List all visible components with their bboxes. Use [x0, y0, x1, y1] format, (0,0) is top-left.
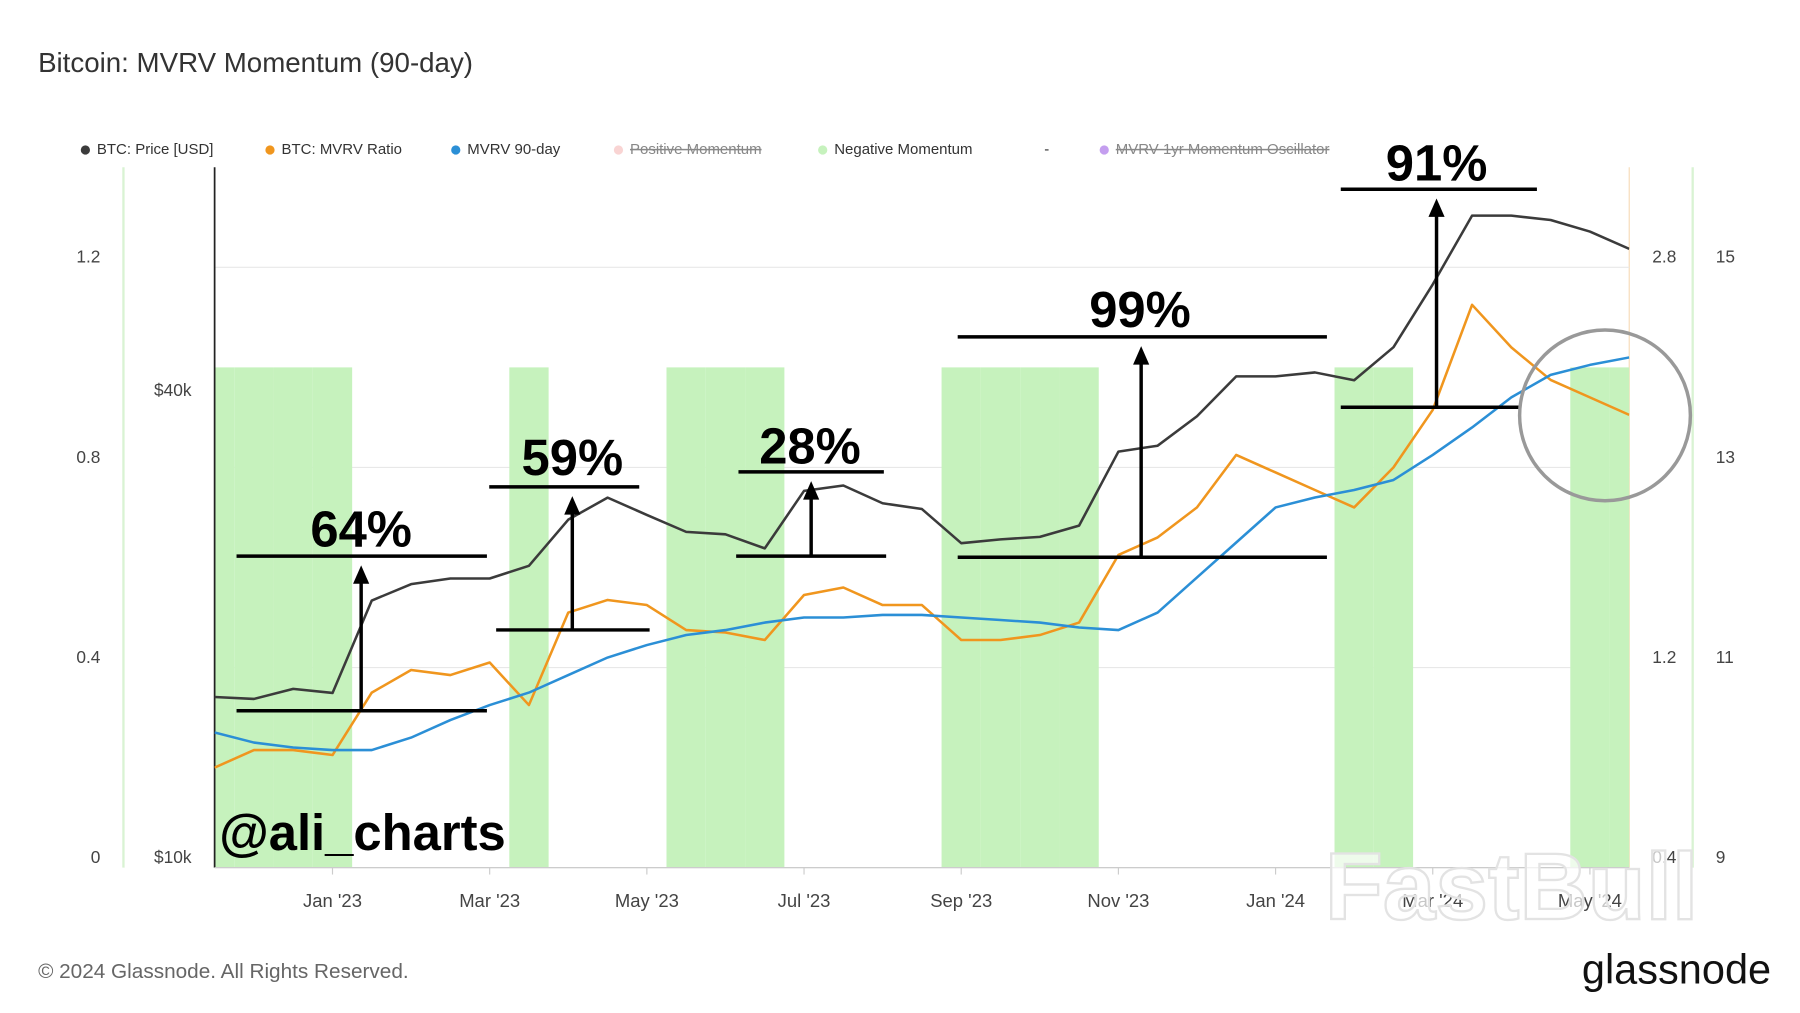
- negative-momentum-band: [980, 367, 1021, 868]
- copyright: © 2024 Glassnode. All Rights Reserved.: [38, 960, 409, 983]
- x-tick-label: May '24: [1558, 890, 1622, 911]
- y-tick-label: $40k: [154, 380, 192, 400]
- y-tick-label: 0.4: [76, 647, 100, 667]
- annotation-arrowhead: [1428, 198, 1445, 217]
- y-tick-label: 2.8: [1652, 247, 1676, 267]
- negative-momentum-band: [509, 367, 549, 868]
- negative-momentum-band: [666, 367, 706, 868]
- legend-swatch: [818, 145, 828, 155]
- annotation-arrowhead: [353, 565, 370, 584]
- logo: glassnode: [1582, 946, 1771, 993]
- legend-swatch: [80, 145, 90, 155]
- x-tick-label: Jan '24: [1246, 890, 1305, 911]
- legend-swatch: [613, 145, 624, 155]
- annotation-label: 59%: [522, 429, 624, 486]
- series-line: [214, 356, 1630, 752]
- x-tick-label: Jan '23: [303, 890, 362, 911]
- bars: [214, 367, 1630, 868]
- negative-momentum-band: [273, 367, 313, 868]
- lines: [214, 214, 1630, 769]
- legend: BTC: Price [USD] BTC: MVRV Ratio MVRV 90-d…: [80, 141, 1330, 158]
- y-tick-label: 11: [1716, 647, 1734, 667]
- negative-momentum-band: [705, 367, 746, 868]
- x-tick-label: Mar '23: [459, 890, 520, 911]
- labels: 0 0.4 0.8 1.2 $10k $40k 0.4 1.2 2.8 9 11 13 15 Jan '2…: [76, 247, 1735, 911]
- legend-swatch: [451, 145, 461, 155]
- y-tick-label: 0.8: [76, 447, 100, 467]
- y-tick-label: 1.2: [1652, 647, 1676, 667]
- y-tick-label: 13: [1716, 447, 1735, 467]
- y-tick-label: 1.2: [76, 247, 100, 267]
- annotation-arrowhead: [803, 481, 820, 500]
- chart-title: Bitcoin: MVRV Momentum (90-day): [38, 47, 473, 78]
- annotation-label: 64%: [310, 500, 412, 557]
- annotation-label: 99%: [1089, 281, 1191, 338]
- x-tick-label: Sep '23: [930, 890, 992, 911]
- legend-swatch: [265, 145, 275, 155]
- legend-label: MVRV 90-day: [467, 141, 561, 158]
- series-line: [214, 303, 1630, 769]
- legend-label: BTC: Price [USD]: [97, 141, 214, 158]
- negative-momentum-band: [1334, 367, 1374, 868]
- x-tick-label: May '23: [615, 890, 679, 911]
- legend-label: BTC: MVRV Ratio: [282, 141, 402, 158]
- negative-momentum-band: [234, 367, 274, 868]
- negative-momentum-band: [1373, 367, 1414, 868]
- y-tick-label: 0.4: [1652, 847, 1676, 867]
- author-watermark: @ali_charts: [219, 804, 505, 861]
- x-tick-label: Mar '24: [1402, 890, 1463, 911]
- annotation-label: 91%: [1386, 135, 1488, 192]
- series-line: [214, 214, 1630, 701]
- y-tick-label: 9: [1716, 847, 1726, 867]
- legend-label: MVRV 1yr Momentum Oscillator: [1116, 141, 1330, 158]
- x-tick-label: Jul '23: [778, 890, 831, 911]
- site-watermark: FastBull: [1325, 834, 1698, 940]
- annotations: 64% 59% 28% 99% 91%: [236, 135, 1537, 713]
- negative-momentum-band: [1609, 367, 1630, 868]
- grid: [214, 266, 1630, 869]
- negative-momentum-band: [214, 367, 235, 868]
- annotation-arrowhead: [1133, 346, 1150, 365]
- negative-momentum-band: [1020, 367, 1060, 868]
- annotation-label: 28%: [759, 417, 861, 474]
- negative-momentum-band: [1570, 367, 1610, 868]
- legend-swatch: [1099, 145, 1109, 155]
- annotation-arrowhead: [564, 496, 581, 515]
- legend-label: -: [1044, 141, 1049, 158]
- negative-momentum-band: [1059, 367, 1099, 868]
- legend-label: Negative Momentum: [834, 141, 972, 158]
- x-tick-label: Nov '23: [1087, 890, 1149, 911]
- y-tick-label: $10k: [154, 847, 192, 867]
- y-tick-label: 15: [1716, 247, 1735, 267]
- highlight-circle: [1517, 328, 1693, 503]
- y-tick-label: 0: [91, 847, 101, 867]
- negative-momentum-band: [312, 367, 353, 868]
- legend-label: Positive Momentum: [630, 141, 762, 158]
- negative-momentum-band: [745, 367, 785, 868]
